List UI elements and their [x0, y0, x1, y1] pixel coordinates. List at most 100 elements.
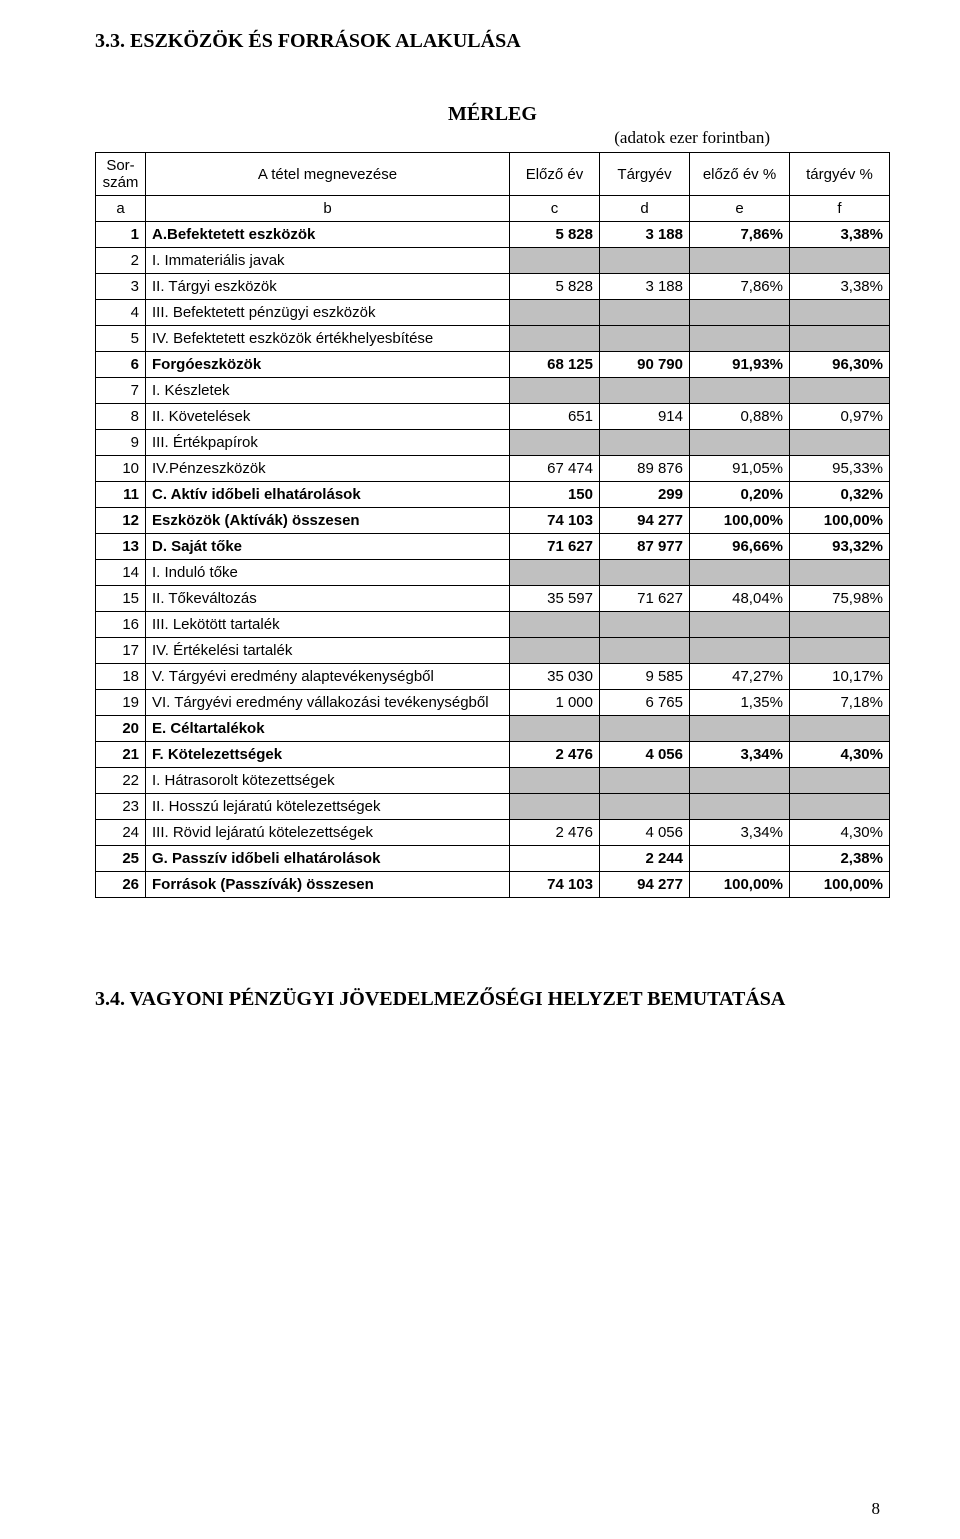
cell-sorszam: 9 [96, 430, 146, 456]
cell-sorszam: 7 [96, 378, 146, 404]
cell-f [790, 430, 890, 456]
cell-megnevezes: D. Saját tőke [146, 534, 510, 560]
cell-megnevezes: II. Tőkeváltozás [146, 586, 510, 612]
cell-d: 299 [600, 482, 690, 508]
col-letter-d: d [600, 196, 690, 222]
cell-megnevezes: V. Tárgyévi eredmény alaptevékenységből [146, 664, 510, 690]
cell-d: 71 627 [600, 586, 690, 612]
cell-sorszam: 5 [96, 326, 146, 352]
cell-c [510, 716, 600, 742]
table-row: 25G. Passzív időbeli elhatárolások2 2442… [96, 846, 890, 872]
section-heading-3-3: 3.3. ESZKÖZÖK ÉS FORRÁSOK ALAKULÁSA [95, 30, 890, 53]
col-header-megnev: A tétel megnevezése [146, 153, 510, 196]
cell-f: 4,30% [790, 742, 890, 768]
table-row: 24III. Rövid lejáratú kötelezettségek2 4… [96, 820, 890, 846]
cell-f [790, 794, 890, 820]
cell-d [600, 768, 690, 794]
cell-sorszam: 11 [96, 482, 146, 508]
cell-sorszam: 8 [96, 404, 146, 430]
col-header-targy: Tárgyév [600, 153, 690, 196]
table-head: Sor-szám A tétel megnevezése Előző év Tá… [96, 153, 890, 222]
col-letter-e: e [690, 196, 790, 222]
table-row: 22I. Hátrasorolt kötezettségek [96, 768, 890, 794]
cell-megnevezes: VI. Tárgyévi eredmény vállakozási tevéke… [146, 690, 510, 716]
cell-c: 5 828 [510, 274, 600, 300]
cell-e: 96,66% [690, 534, 790, 560]
cell-d: 4 056 [600, 742, 690, 768]
table-row: 12Eszközök (Aktívák) összesen74 10394 27… [96, 508, 890, 534]
cell-megnevezes: Források (Passzívák) összesen [146, 872, 510, 898]
cell-e [690, 716, 790, 742]
col-letter-b: b [146, 196, 510, 222]
table-row: 18V. Tárgyévi eredmény alaptevékenységbő… [96, 664, 890, 690]
cell-e [690, 768, 790, 794]
cell-sorszam: 18 [96, 664, 146, 690]
cell-c [510, 326, 600, 352]
table-caption: (adatok ezer forintban) [95, 128, 890, 148]
table-row: 3II. Tárgyi eszközök5 8283 1887,86%3,38% [96, 274, 890, 300]
cell-megnevezes: F. Kötelezettségek [146, 742, 510, 768]
col-letter-a: a [96, 196, 146, 222]
cell-f: 93,32% [790, 534, 890, 560]
table-row: 26Források (Passzívák) összesen74 10394 … [96, 872, 890, 898]
cell-d: 3 188 [600, 222, 690, 248]
cell-f: 75,98% [790, 586, 890, 612]
cell-d: 4 056 [600, 820, 690, 846]
cell-sorszam: 14 [96, 560, 146, 586]
cell-sorszam: 4 [96, 300, 146, 326]
cell-megnevezes: I. Immateriális javak [146, 248, 510, 274]
cell-d: 2 244 [600, 846, 690, 872]
cell-megnevezes: I. Induló tőke [146, 560, 510, 586]
cell-megnevezes: II. Követelések [146, 404, 510, 430]
cell-f: 96,30% [790, 352, 890, 378]
col-header-elozo: Előző év [510, 153, 600, 196]
table-row: 2I. Immateriális javak [96, 248, 890, 274]
cell-d [600, 378, 690, 404]
cell-f: 2,38% [790, 846, 890, 872]
cell-d: 94 277 [600, 872, 690, 898]
cell-megnevezes: I. Készletek [146, 378, 510, 404]
cell-sorszam: 19 [96, 690, 146, 716]
cell-e [690, 300, 790, 326]
cell-d [600, 430, 690, 456]
table-body: 1A.Befektetett eszközök5 8283 1887,86%3,… [96, 222, 890, 898]
table-row: 21F. Kötelezettségek2 4764 0563,34%4,30% [96, 742, 890, 768]
cell-c [510, 794, 600, 820]
cell-d: 90 790 [600, 352, 690, 378]
cell-c: 71 627 [510, 534, 600, 560]
cell-c: 35 030 [510, 664, 600, 690]
cell-sorszam: 17 [96, 638, 146, 664]
table-row: 6Forgóeszközök68 12590 79091,93%96,30% [96, 352, 890, 378]
cell-e: 7,86% [690, 222, 790, 248]
merleg-table: Sor-szám A tétel megnevezése Előző év Tá… [95, 152, 890, 898]
cell-e [690, 846, 790, 872]
cell-sorszam: 3 [96, 274, 146, 300]
cell-sorszam: 26 [96, 872, 146, 898]
table-row: 16III. Lekötött tartalék [96, 612, 890, 638]
cell-f: 3,38% [790, 274, 890, 300]
table-row: 17IV. Értékelési tartalék [96, 638, 890, 664]
cell-c [510, 300, 600, 326]
table-row: 14I. Induló tőke [96, 560, 890, 586]
cell-f [790, 612, 890, 638]
cell-sorszam: 6 [96, 352, 146, 378]
cell-e [690, 326, 790, 352]
cell-d: 94 277 [600, 508, 690, 534]
cell-f: 100,00% [790, 872, 890, 898]
cell-f: 95,33% [790, 456, 890, 482]
table-row: 8II. Követelések6519140,88%0,97% [96, 404, 890, 430]
cell-e [690, 248, 790, 274]
table-row: 13D. Saját tőke71 62787 97796,66%93,32% [96, 534, 890, 560]
cell-megnevezes: I. Hátrasorolt kötezettségek [146, 768, 510, 794]
cell-e: 3,34% [690, 820, 790, 846]
cell-e: 0,20% [690, 482, 790, 508]
cell-c [510, 846, 600, 872]
cell-megnevezes: Forgóeszközök [146, 352, 510, 378]
cell-sorszam: 20 [96, 716, 146, 742]
cell-f [790, 378, 890, 404]
cell-d [600, 716, 690, 742]
cell-sorszam: 13 [96, 534, 146, 560]
cell-d: 6 765 [600, 690, 690, 716]
cell-d [600, 248, 690, 274]
cell-d [600, 300, 690, 326]
